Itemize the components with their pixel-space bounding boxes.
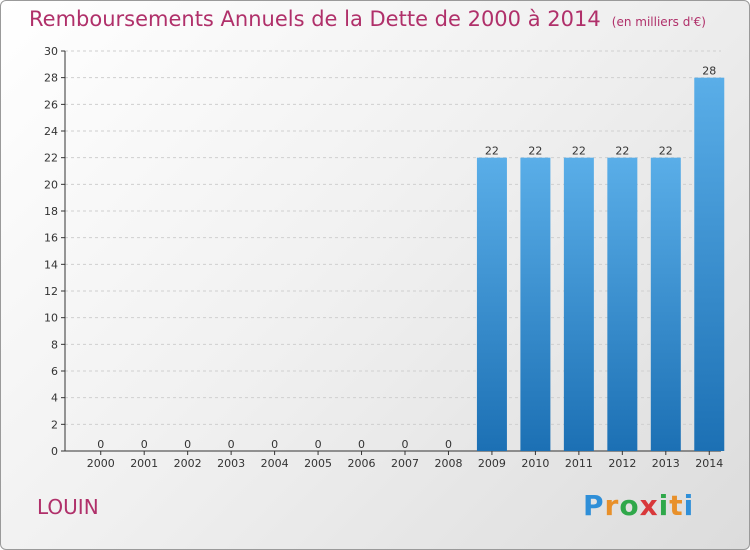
- value-label-2010: 22: [528, 145, 542, 158]
- y-tick-label: 24: [44, 125, 58, 138]
- bar-2014: [694, 77, 725, 452]
- x-tick-label-2011: 2011: [565, 457, 593, 470]
- logo-letter: x: [639, 489, 659, 522]
- bar-2011: [563, 157, 594, 451]
- value-label-2001: 0: [141, 438, 148, 451]
- y-tick-label: 8: [51, 338, 58, 351]
- y-tick-label: 30: [44, 45, 58, 58]
- value-label-2000: 0: [97, 438, 104, 451]
- commune-name: LOUIN: [37, 495, 99, 519]
- value-label-2007: 0: [402, 438, 409, 451]
- x-tick-label-2012: 2012: [608, 457, 636, 470]
- value-label-2004: 0: [271, 438, 278, 451]
- y-tick-label: 0: [51, 445, 58, 458]
- value-label-2014: 28: [702, 65, 716, 78]
- y-tick-label: 22: [44, 152, 58, 165]
- value-label-2003: 0: [228, 438, 235, 451]
- value-label-2011: 22: [572, 145, 586, 158]
- x-tick-label-2006: 2006: [348, 457, 376, 470]
- logo-letter: t: [669, 489, 684, 522]
- y-tick-label: 16: [44, 232, 58, 245]
- logo-letter: P: [583, 489, 605, 522]
- bar-2013: [650, 157, 681, 451]
- value-label-2002: 0: [184, 438, 191, 451]
- proxiti-logo: Proxiti: [583, 489, 694, 522]
- title-line: Remboursements Annuels de la Dette de 20…: [29, 7, 706, 31]
- bar-2012: [607, 157, 638, 451]
- value-label-2006: 0: [358, 438, 365, 451]
- y-tick-label: 2: [51, 418, 58, 431]
- y-tick-label: 14: [44, 258, 58, 271]
- y-tick-label: 20: [44, 178, 58, 191]
- bars: [476, 77, 725, 452]
- logo-letter: i: [658, 489, 670, 522]
- y-tick-label: 10: [44, 312, 58, 325]
- value-label-2008: 0: [445, 438, 452, 451]
- x-tick-label-2000: 2000: [87, 457, 115, 470]
- logo-letter: r: [604, 489, 620, 522]
- x-tick-label-2003: 2003: [217, 457, 245, 470]
- x-tick-label-2005: 2005: [304, 457, 332, 470]
- logo-letter: o: [619, 489, 640, 522]
- value-label-2005: 0: [315, 438, 322, 451]
- bar-2010: [520, 157, 551, 451]
- x-tick-label-2004: 2004: [261, 457, 289, 470]
- x-tick-label-2001: 2001: [130, 457, 158, 470]
- x-tick-label-2009: 2009: [478, 457, 506, 470]
- value-label-2013: 22: [659, 145, 673, 158]
- x-tick-label-2014: 2014: [695, 457, 723, 470]
- x-tick-label-2010: 2010: [521, 457, 549, 470]
- chart-title: Remboursements Annuels de la Dette de 20…: [29, 7, 601, 31]
- x-tick-label-2002: 2002: [174, 457, 202, 470]
- x-tick-label-2013: 2013: [652, 457, 680, 470]
- logo-letter: i: [683, 489, 695, 522]
- bar-2009: [476, 157, 507, 451]
- x-tick-label-2007: 2007: [391, 457, 419, 470]
- y-tick-label: 26: [44, 98, 58, 111]
- value-label-2012: 22: [615, 145, 629, 158]
- value-label-2009: 22: [485, 145, 499, 158]
- labels: 0246810121416182022242628300200002001020…: [44, 45, 723, 470]
- y-tick-label: 4: [51, 392, 58, 405]
- y-tick-label: 6: [51, 365, 58, 378]
- y-tick-label: 18: [44, 205, 58, 218]
- x-tick-label-2008: 2008: [434, 457, 462, 470]
- chart-unit: (en milliers d'€): [611, 15, 706, 29]
- y-tick-label: 28: [44, 72, 58, 85]
- y-tick-label: 12: [44, 285, 58, 298]
